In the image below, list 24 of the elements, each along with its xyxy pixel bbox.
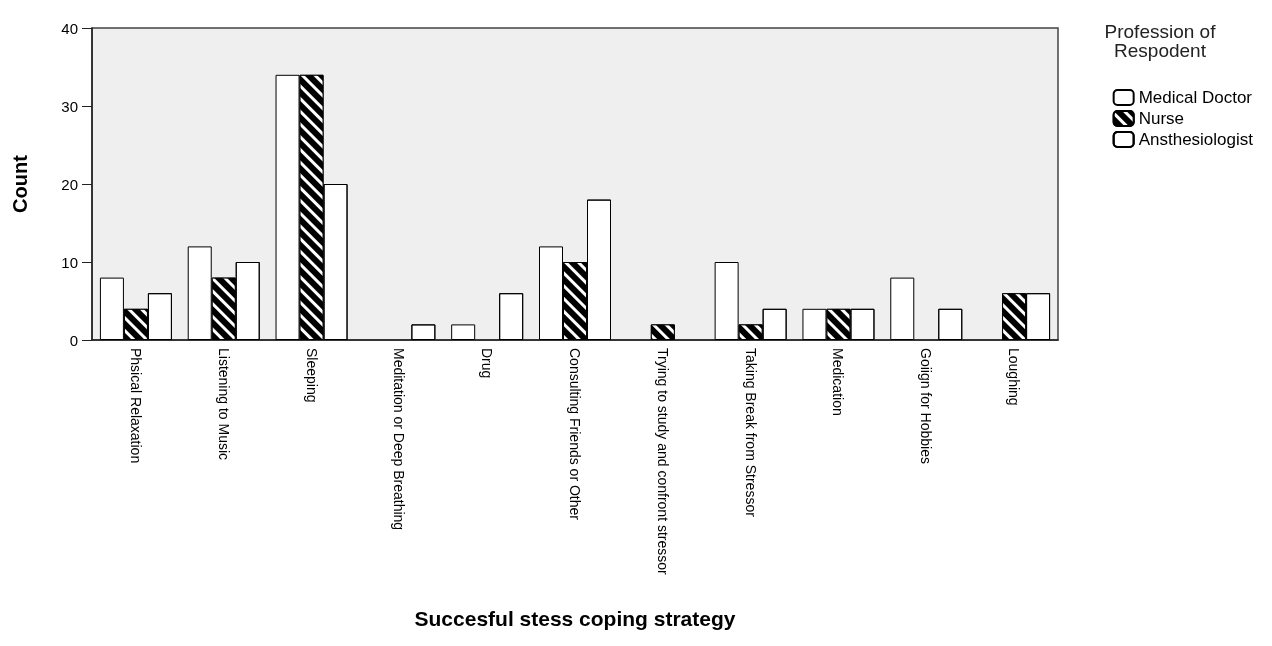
legend-label: Ansthesiologist: [1138, 130, 1254, 149]
y-axis-title: Count: [9, 154, 31, 213]
x-tick-label: Phsical Relaxation: [127, 348, 144, 464]
x-tick-label: Meditation or Deep Breathing: [391, 348, 408, 531]
y-tick-label: 40: [61, 19, 78, 37]
legend-label: Medical Doctor: [1138, 88, 1253, 107]
x-tick-label: Medication: [830, 348, 847, 416]
bar: [451, 324, 476, 340]
y-tick-label: 0: [69, 331, 78, 349]
x-tick-label: Loughing: [1006, 348, 1023, 406]
y-tick-label: 20: [61, 175, 78, 193]
x-tick-label: Listening to Music: [215, 348, 232, 461]
legend-title: Profession of Respodent: [1104, 21, 1217, 61]
bar: [890, 277, 915, 340]
y-tick-label: 10: [61, 253, 78, 271]
x-tick-label: Sleeping: [303, 348, 320, 403]
x-tick-label: Taking Break from Stressor: [742, 348, 759, 518]
x-tick-label: Drug: [479, 348, 496, 379]
x-tick-label: Goiign for Hobbies: [918, 348, 935, 464]
x-tick-label: Consulting Friends or Other: [567, 348, 583, 521]
x-axis-title: Succesful stess coping strategy: [414, 607, 736, 630]
x-tick-label: Trying to study and confront stressor: [654, 348, 671, 576]
legend-label: Nurse: [1138, 109, 1185, 128]
y-tick-label: 30: [61, 97, 78, 115]
